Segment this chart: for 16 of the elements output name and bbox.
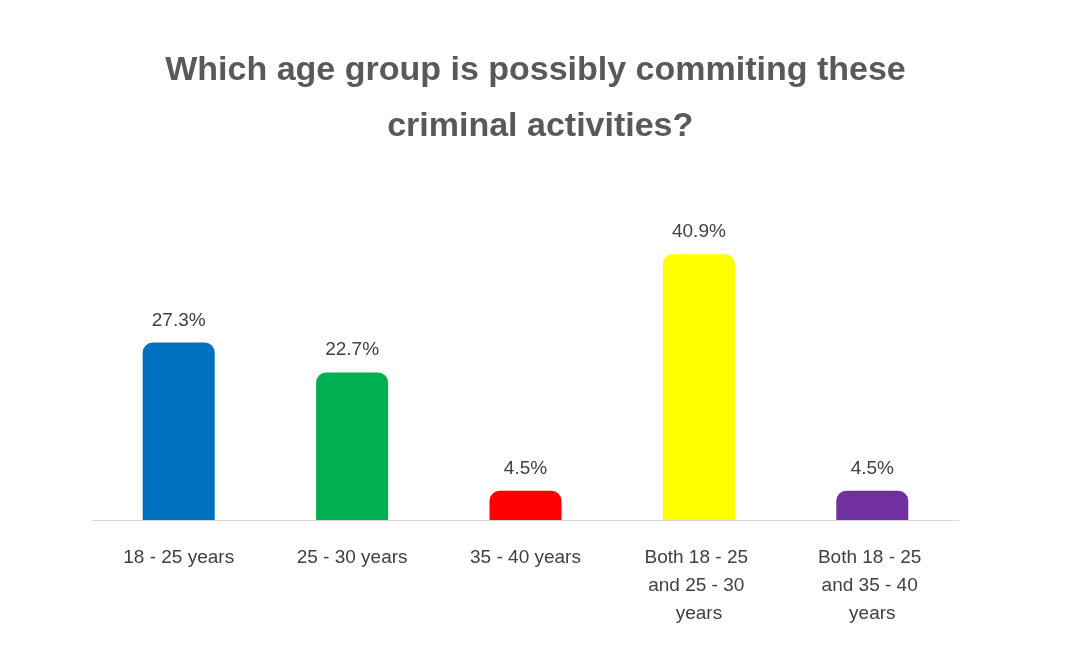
bar — [836, 490, 909, 520]
data-label: 40.9% — [671, 220, 726, 242]
bar — [316, 372, 389, 520]
bar — [142, 342, 215, 520]
x-tick-label: 25 - 30 years — [296, 545, 408, 567]
chart-title: Which age group is possibly commiting these criminal activities? — [165, 49, 906, 143]
data-label: 4.5% — [503, 456, 548, 478]
x-tick-label: Both 18 - 25 and 35 - 40 years — [817, 545, 927, 623]
data-label: 22.7% — [325, 338, 380, 360]
x-tick-label: 18 - 25 years — [123, 545, 235, 567]
x-tick-label: 35 - 40 years — [470, 545, 581, 567]
data-label: 4.5% — [850, 456, 895, 478]
bar — [489, 490, 562, 520]
bar — [662, 254, 735, 520]
x-tick-label: Both 18 - 25 and 25 - 30 years — [644, 545, 754, 623]
data-label: 27.3% — [151, 308, 206, 330]
